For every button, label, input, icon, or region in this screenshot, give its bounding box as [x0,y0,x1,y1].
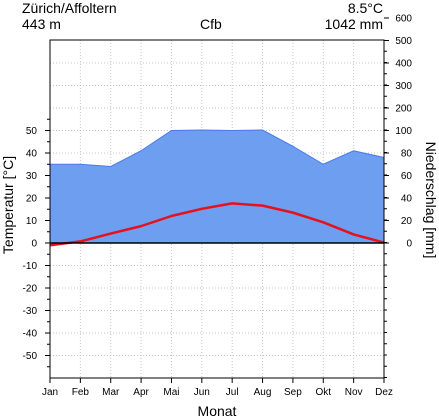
left-tick-label: -40 [23,329,38,340]
right-tick-label: 500 [395,36,412,47]
station-altitude: 443 m [22,16,61,32]
x-tick-label: Dez [375,387,393,398]
left-tick-label: 10 [26,216,38,227]
x-tick-label: Apr [133,387,149,398]
left-axis-ticks: 50 40 30 20 10 0 -10 -20 -30 -40 -50 [23,118,50,368]
x-tick-label: Aug [254,387,272,398]
station-name: Zürich/Affoltern [22,0,117,16]
left-tick-label: -50 [23,351,38,362]
right-tick-label: 40 [401,194,413,205]
x-tick-label: Feb [72,387,90,398]
right-tick-label: 300 [395,81,412,92]
x-tick-label: Okt [315,387,331,398]
x-tick-label: Mai [163,387,179,398]
left-axis-title: Temperatur [°C] [0,156,16,254]
x-tick-label: Jan [42,387,58,398]
x-axis-ticks: Jan Feb Mar Apr Mai Jun Jul Aug Sep Okt Nov Dez [42,378,393,398]
mean-temperature: 8.5°C [347,0,383,16]
x-tick-label: Mar [102,387,120,398]
annual-precipitation: 1042 mm [324,16,383,32]
right-tick-label: 700 [395,0,412,2]
right-tick-label: 100 [395,126,412,137]
temperature-line-group [49,202,385,247]
x-tick-label: Jun [194,387,210,398]
left-tick-label: -20 [23,284,38,295]
left-tick-label: 0 [31,239,37,250]
right-tick-label: 400 [395,59,412,70]
left-tick-label: 30 [26,171,38,182]
right-tick-label: 60 [401,171,413,182]
right-tick-label: 0 [406,239,412,250]
left-tick-label: 50 [26,126,38,137]
left-tick-label: -10 [23,261,38,272]
temperature-line [49,202,385,247]
right-axis-title: Niederschlag [mm] [423,142,439,259]
left-tick-label: 20 [26,194,38,205]
right-tick-label: 600 [395,14,412,25]
left-tick-label: -30 [23,306,38,317]
x-axis-title: Monat [198,403,237,418]
right-tick-label: 20 [401,216,413,227]
x-tick-label: Sep [284,387,302,398]
right-tick-label: 80 [401,149,413,160]
right-axis-ticks: 900800700600500400300200100806040200 [384,0,412,378]
x-tick-label: Jul [226,387,239,398]
x-tick-label: Nov [345,387,363,398]
right-tick-label: 200 [395,104,412,115]
precipitation-line [50,129,385,168]
left-tick-label: 40 [26,149,38,160]
climate-classification: Cfb [200,16,222,32]
